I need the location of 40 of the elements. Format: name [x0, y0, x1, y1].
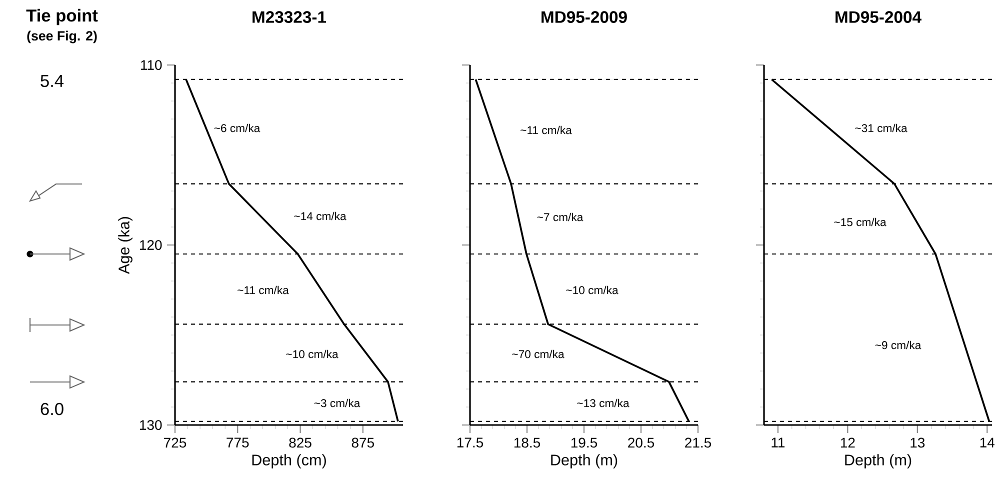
x-tick-label: 18.5 [514, 438, 540, 448]
x-tick-label: 20.5 [628, 438, 654, 448]
text: 5.4 [40, 74, 64, 88]
annotation: ~7 cm/ka [537, 212, 584, 222]
annotation: ~6 cm/ka [214, 124, 260, 132]
x-tick-label: 21.5 [685, 438, 712, 448]
annotation: ~10 cm/ka [566, 286, 618, 294]
text: (see Fig. 2) [27, 30, 97, 44]
x-tick-label: 19.5 [571, 438, 598, 448]
annotation: ~70 cm/ka [512, 350, 564, 358]
annotation: ~10 cm/ka [286, 350, 338, 358]
text: 6.0 [40, 402, 64, 416]
y-tick-label: 120 [140, 240, 162, 250]
y-tick-label: 110 [141, 60, 162, 70]
y-tick-label: 130 [140, 420, 162, 430]
x-tick-label: 875 [352, 438, 374, 448]
chart-title: M23323-1 [252, 11, 326, 23]
annotation: ~14 cm/ka [294, 212, 346, 220]
x-tick-label: 13 [910, 438, 925, 448]
x-tick-label: 11 [772, 438, 785, 448]
x-axis-title: Depth (cm) [252, 454, 326, 468]
annotation: ~31 cm/ka [855, 124, 908, 132]
annotation: ~11 cm/ka [520, 126, 572, 134]
y-axis-title: Age (ka) [118, 217, 132, 274]
x-tick-label: 725 [164, 438, 186, 448]
x-axis-title: Depth (m) [845, 454, 912, 468]
chart-title: MD95-2009 [542, 11, 627, 23]
text: Tie point [26, 8, 98, 26]
annotation: ~15 cm/ka [834, 218, 886, 226]
x-tick-label: 825 [289, 438, 312, 448]
annotation: ~11 cm/ka [238, 286, 289, 294]
chart-title: MD95-2004 [836, 11, 922, 23]
x-tick-label: 12 [840, 438, 855, 448]
x-axis-title: Depth (m) [551, 454, 618, 468]
annotation: ~9 cm/ka [875, 340, 922, 350]
x-tick-label: 17.5 [457, 438, 484, 448]
x-tick-label: 14 [980, 438, 994, 448]
annotation: ~3 cm/ka [314, 398, 360, 408]
x-tick-label: 775 [226, 438, 249, 448]
annotation: ~13 cm/ka [577, 398, 630, 408]
